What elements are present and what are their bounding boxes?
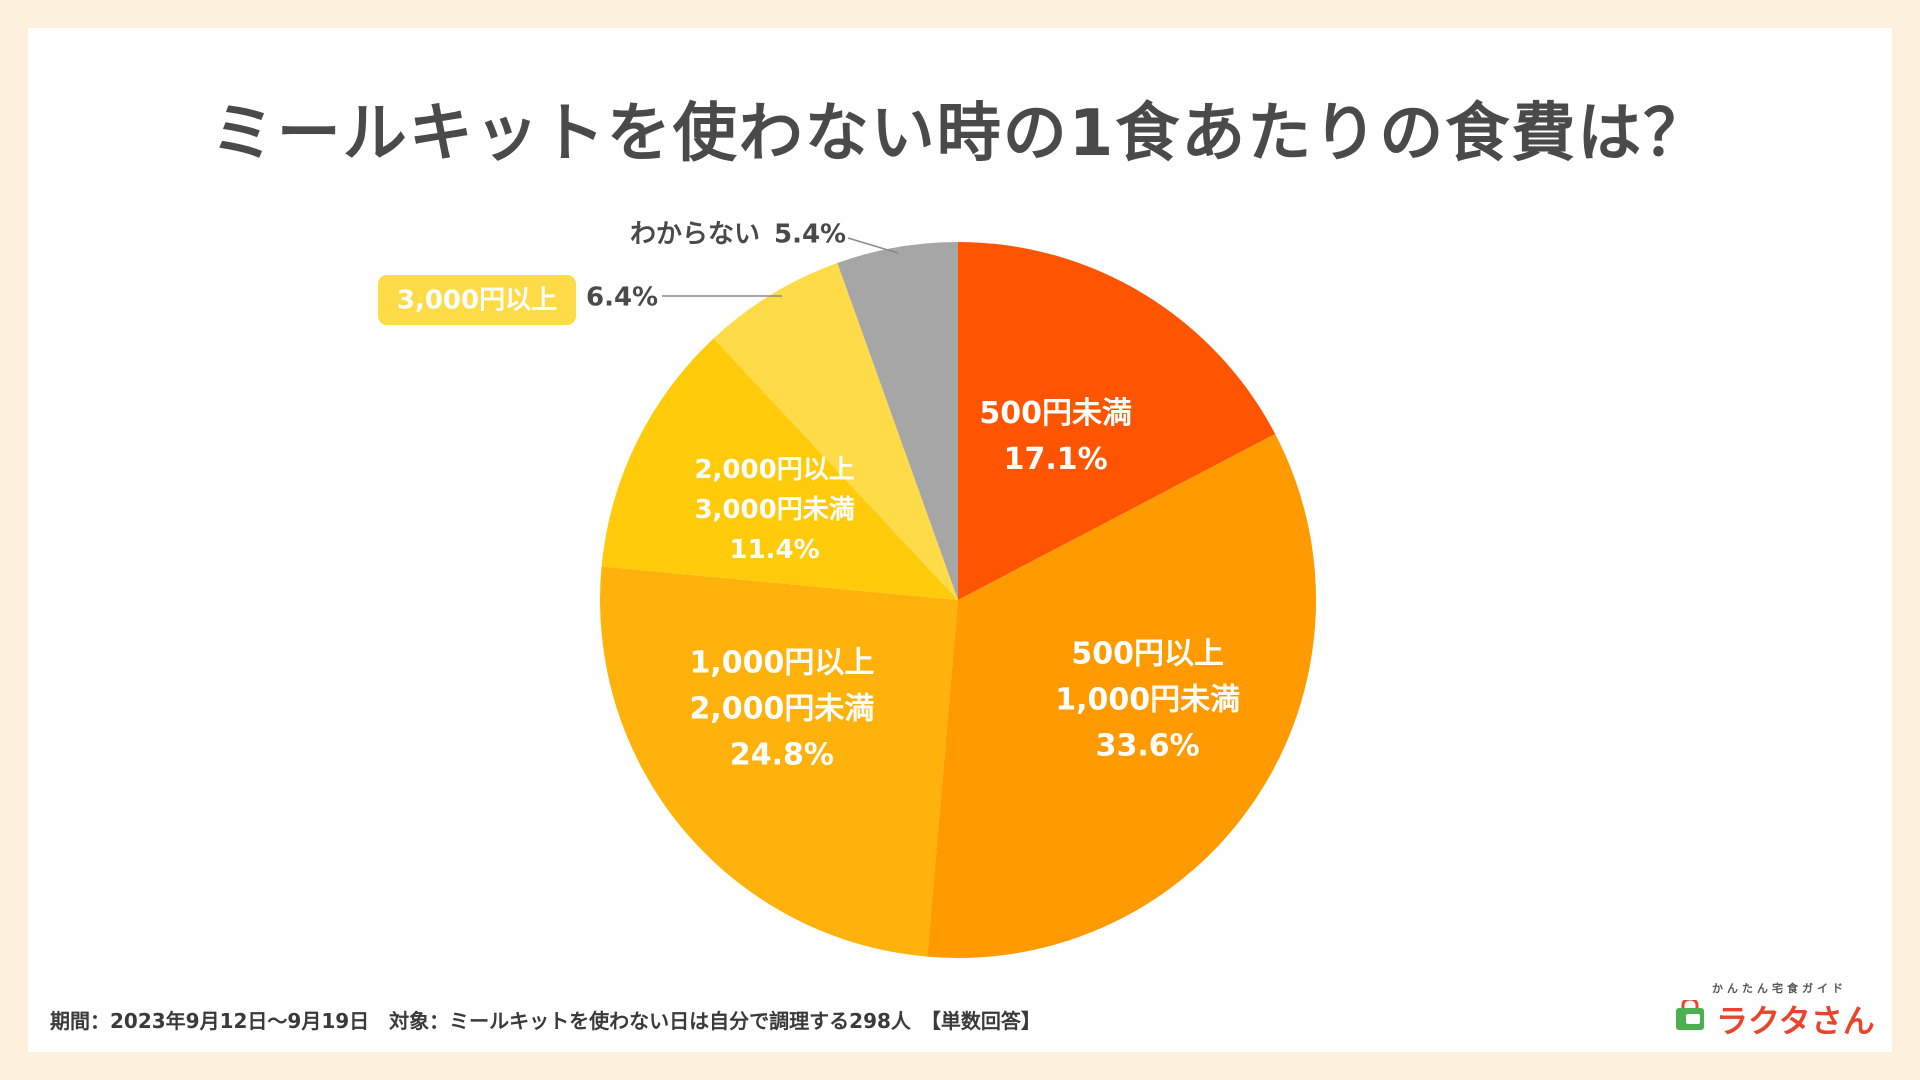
slice-percent-label: 5.4% [774,220,846,250]
pie-slice-3 [600,566,958,957]
pie-slice-5 [713,262,958,600]
pie-slice-1 [958,242,1276,600]
page-title: ミールキットを使わない時の1食あたりの食費は？ [210,97,1710,171]
slice-category-label: 500円未満 [979,396,1132,431]
pie-slice-2 [927,433,1317,959]
slice-percent-label: 24.8% [730,738,834,773]
slice-category-label: 2,000円以上 [694,455,854,485]
shopping-bag-icon [1676,1000,1704,1030]
logo-subtitle: かんたん宅食ガイド [1712,982,1847,995]
slice-category-label: 500円以上 [1071,636,1224,671]
slice-percent-label: 17.1% [1004,442,1108,477]
brand-logo: かんたん宅食ガイド ラクタさん [1672,978,1882,1040]
slice-category-label: 2,000円未満 [689,692,874,727]
pie-slice-4 [601,338,958,600]
slice-category-label: 1,000円未満 [1055,682,1240,717]
slice-category-label: 1,000円以上 [689,646,874,681]
logo-name: ラクタさん [1716,1002,1875,1040]
leader-line-unknown [847,237,899,254]
pie-slice-6 [837,242,958,600]
slice-percent-label: 6.4% [586,283,658,313]
category-badge-3000 [378,275,576,325]
survey-footnote: 期間：2023年9月12日〜9月19日 対象：ミールキットを使わない日は自分で調… [50,1009,1041,1033]
slice-category-label: 3,000円未満 [694,495,854,525]
slice-percent-label: 11.4% [729,535,819,565]
slice-category-label: わからない [630,220,760,250]
slice-category-label: 3,000円以上 [397,286,557,316]
slice-percent-label: 33.6% [1096,728,1200,763]
